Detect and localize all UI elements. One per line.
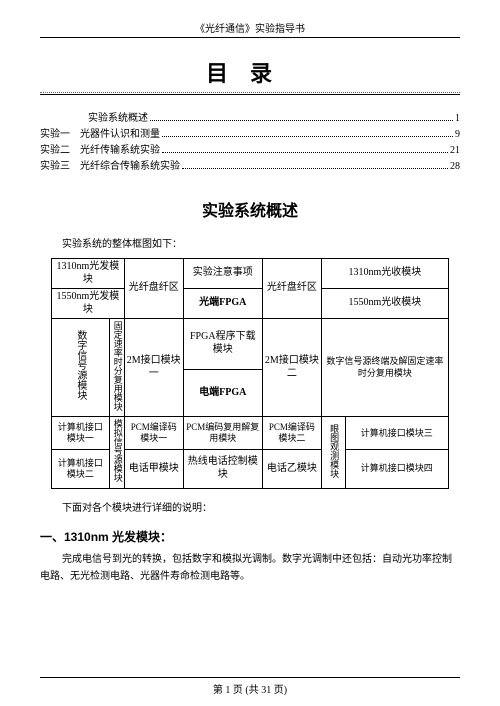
- cell: 光端FPGA: [183, 289, 262, 319]
- cell: 光纤盘纤区: [124, 259, 183, 319]
- toc-page: 21: [450, 143, 460, 159]
- cell: 数字信号源终端及解固定速率时分复用模块: [321, 319, 448, 417]
- toc-page: 28: [450, 159, 460, 175]
- toc-row: 实验三 光纤综合传输系统实验 28: [40, 159, 460, 175]
- toc-leader: [150, 120, 453, 121]
- toc-row: 实验二 光纤传输系统实验 21: [40, 143, 460, 159]
- cell: 热线电话控制模块: [183, 450, 262, 488]
- body-paragraph: 完成电信号到光的转换，包括数字和模拟光调制。数字光调制中还包括：自动光功率控制电…: [40, 551, 460, 585]
- cell: 计算机接口模块二: [52, 450, 110, 488]
- toc-label: 实验系统概述: [88, 111, 148, 127]
- page-number: 第 1 页 (共 31 页): [213, 685, 287, 696]
- toc-row: 实验系统概述 1: [40, 111, 460, 127]
- cell: 1310nm光发模块: [52, 259, 125, 289]
- cell: 计算机接口模块三: [345, 417, 448, 450]
- system-diagram: 1310nm光发模块 光纤盘纤区 实验注意事项 光纤盘纤区 1310nm光收模块…: [51, 258, 449, 489]
- doc-header: 《光纤通信》实验指导书: [40, 20, 460, 37]
- toc-row: 实验一 光器件认识和测量 9: [40, 127, 460, 143]
- toc-leader: [182, 168, 448, 169]
- table-of-contents: 实验系统概述1实验一 光器件认识和测量9实验二 光纤传输系统实验21实验三 光纤…: [40, 111, 460, 175]
- toc-label: 实验一 光器件认识和测量: [40, 127, 160, 143]
- diagram-caption: 下面对各个模块进行详细的说明：: [40, 499, 460, 514]
- toc-label: 实验二 光纤传输系统实验: [40, 143, 160, 159]
- cell: PCM编译码模块一: [124, 417, 183, 450]
- cell: 电端FPGA: [183, 369, 262, 416]
- cell: 计算机接口模块一: [52, 417, 110, 450]
- cell: 数字信号源模块: [52, 319, 110, 417]
- header-rule: [40, 37, 460, 38]
- toc-label: 实验三 光纤综合传输系统实验: [40, 159, 180, 175]
- toc-leader: [162, 136, 453, 137]
- toc-leader: [162, 152, 448, 153]
- cell: 电话乙模块: [262, 450, 321, 488]
- cell: 1550nm光发模块: [52, 289, 125, 319]
- cell: 实验注意事项: [183, 259, 262, 289]
- toc-page: 1: [455, 111, 460, 127]
- cell: 2M接口模块二: [262, 319, 321, 417]
- intro-text: 实验系统的整体框图如下：: [40, 235, 460, 250]
- title-underline: [40, 92, 460, 95]
- toc-page: 9: [455, 127, 460, 143]
- section-title: 实验系统概述: [40, 197, 460, 221]
- cell: PCM编译码模块二: [262, 417, 321, 450]
- cell: PCM编码复用解复用模块: [183, 417, 262, 450]
- cell: 模拟信号源模块: [109, 417, 124, 488]
- cell: 固定速率时分复用模块: [109, 319, 124, 417]
- page-footer: 第 1 页 (共 31 页): [0, 677, 500, 696]
- cell: 1310nm光收模块: [321, 259, 448, 289]
- cell: 计算机接口模块四: [345, 450, 448, 488]
- sub-heading: 一、1310nm 光发模块：: [40, 528, 460, 545]
- cell: 光纤盘纤区: [262, 259, 321, 319]
- cell: 眼图观测模块: [321, 417, 345, 488]
- cell: 1550nm光收模块: [321, 289, 448, 319]
- footer-rule: [40, 677, 460, 678]
- cell: 2M接口模块一: [124, 319, 183, 417]
- cell: 电话甲模块: [124, 450, 183, 488]
- page-title: 目录: [40, 56, 460, 88]
- cell: FPGA程序下载模块: [183, 319, 262, 370]
